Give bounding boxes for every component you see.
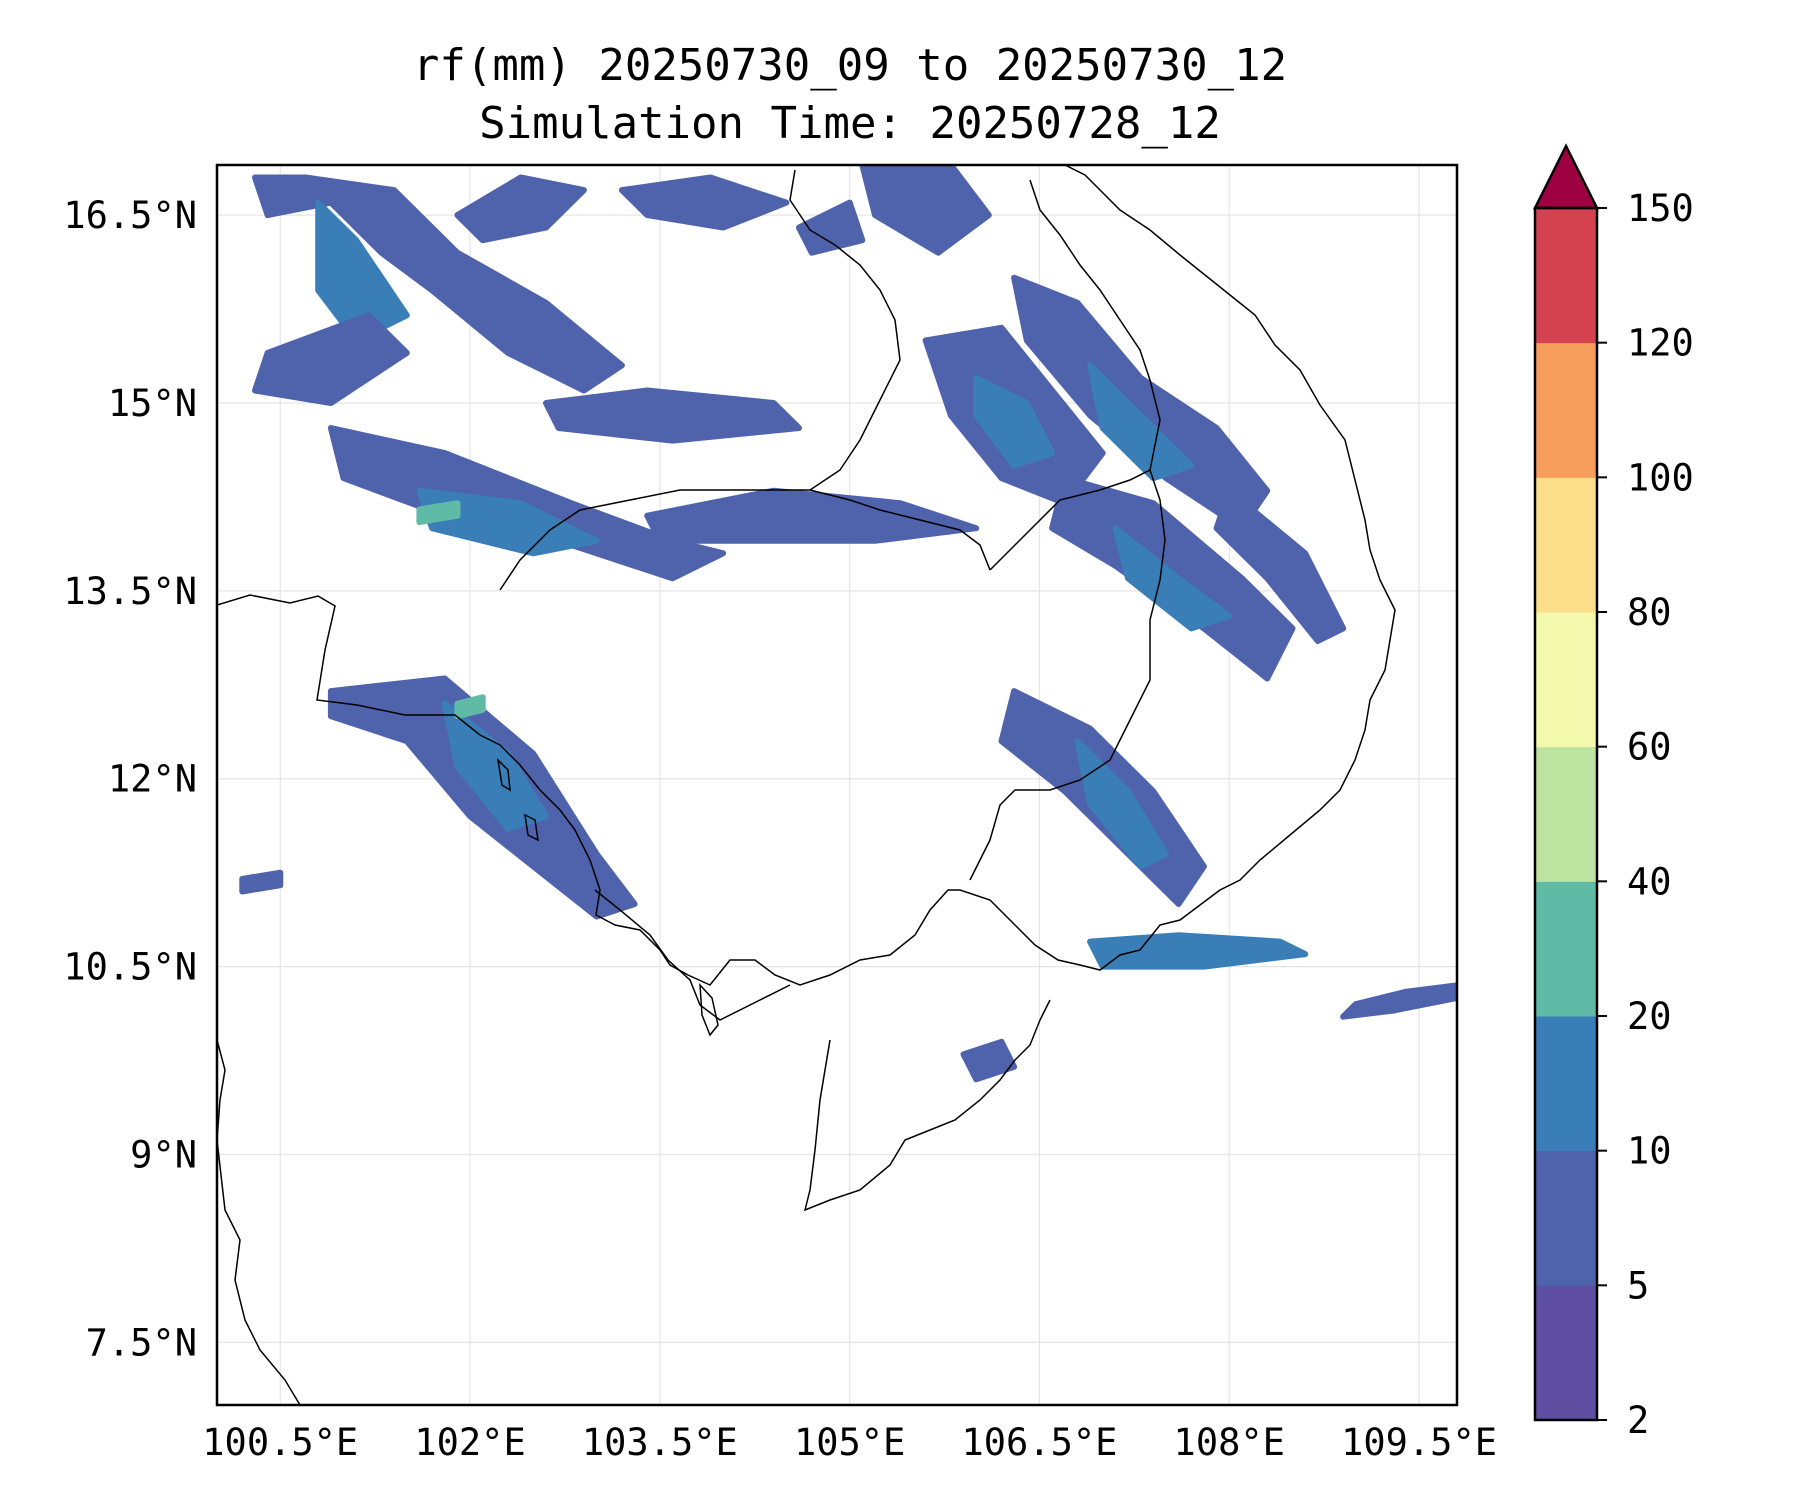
rain-region-west-band-north (252, 174, 625, 394)
colorbar-tick-label: 20 (1627, 995, 1672, 1038)
colorbar-segment (1535, 342, 1597, 478)
lat-tick-label: 13.5°N (63, 570, 197, 613)
rainfall-contours (239, 165, 1457, 1083)
rain-region-mid-streak-a (543, 387, 802, 444)
rain-region-upper-west-spot (454, 174, 587, 244)
map-frame (215, 163, 1459, 1407)
rain-region-west-mid-band (252, 312, 410, 406)
island-phu-quoc (699, 982, 719, 1037)
coastlines-borders (217, 165, 1396, 1405)
colorbar-segment (1535, 1016, 1597, 1152)
coastline-south-cambodia (594, 889, 791, 1021)
island-koh-chang (524, 813, 539, 842)
latitude-ticks: 16.5°N 15°N 13.5°N 12°N 10.5°N 9°N 7.5°N (63, 194, 197, 1364)
lat-tick-label: 10.5°N (63, 946, 197, 989)
coastline-malay-peninsula (217, 1039, 301, 1405)
colorbar-tick-label: 150 (1627, 187, 1694, 230)
colorbar-tick-label: 120 (1627, 322, 1694, 365)
colorbar-segment (1535, 1150, 1597, 1286)
map-title: rf(mm) 20250730_09 to 20250730_12 (412, 40, 1288, 91)
colorbar-tick-label: 5 (1627, 1264, 1649, 1307)
lat-tick-label: 16.5°N (63, 194, 197, 237)
rain-region-north-east-core (1087, 362, 1195, 482)
map-gridlines (217, 165, 1457, 1405)
rain-region-laos-mid-core (973, 374, 1056, 469)
colorbar-tick-label: 10 (1627, 1130, 1672, 1173)
lon-tick-label: 105°E (794, 1421, 905, 1464)
border-thailand-cambodia (499, 489, 991, 591)
colorbar-tick-label: 2 (1627, 1399, 1649, 1442)
rain-region-green-fleck-a (416, 500, 461, 525)
longitude-ticks: 100.5°E 102°E 103.5°E 105°E 106.5°E 108°E 109.… (202, 1421, 1497, 1464)
colorbar-frame (1533, 206, 1599, 1422)
colorbar-segment (1535, 612, 1597, 748)
colorbar-tick-label: 80 (1627, 591, 1672, 634)
colorbar-tick-label: 40 (1627, 860, 1672, 903)
rain-region-southwest-green-fleck (454, 694, 486, 720)
colorbar-segment (1535, 208, 1597, 344)
lat-tick-label: 12°N (108, 758, 197, 801)
lat-tick-label: 9°N (130, 1133, 197, 1176)
lon-tick-label: 108°E (1174, 1421, 1285, 1464)
colorbar-segment (1535, 746, 1597, 882)
lon-tick-label: 106.5°E (961, 1421, 1117, 1464)
rain-region-east-sea-streak (1340, 982, 1457, 1020)
border-laos-vietnam (1029, 179, 1161, 471)
rain-region-mid-streak-b (644, 487, 980, 544)
border-laos-cambodia-vietnam (789, 169, 901, 491)
rain-region-north-central-spot (796, 199, 866, 256)
colorbar-segment (1535, 477, 1597, 613)
rain-region-west-edge-spot (239, 869, 284, 895)
rain-region-cambodia-southeast-core (1074, 738, 1169, 870)
lat-tick-label: 15°N (108, 382, 197, 425)
rain-region-south-coast-streak (1087, 932, 1309, 970)
rain-region-laos-north-band (859, 165, 992, 256)
rain-region-north-central-streak (618, 174, 790, 231)
colorbar-tick-label: 60 (1627, 726, 1672, 769)
lon-tick-label: 103.5°E (582, 1421, 738, 1464)
rain-region-cambodia-east-core (1112, 525, 1233, 632)
rain-region-southwest-coast-core (441, 700, 549, 832)
colorbar-tick-label: 100 (1627, 456, 1694, 499)
colorbar-segment (1535, 881, 1597, 1017)
colorbar: 2 5 10 20 40 60 80 100 120 150 (1532, 143, 1694, 1442)
lat-tick-label: 7.5°N (86, 1321, 197, 1364)
map-subtitle: Simulation Time: 20250728_12 (479, 98, 1221, 149)
colorbar-segment (1535, 1285, 1597, 1421)
lon-tick-label: 109.5°E (1341, 1421, 1497, 1464)
coastline-mekong-delta (803, 999, 1051, 1212)
map-panel: 100.5°E 102°E 103.5°E 105°E 106.5°E 108°E 109.… (63, 163, 1497, 1464)
lon-tick-label: 102°E (414, 1421, 525, 1464)
island-koh-kong (496, 757, 511, 792)
colorbar-extend-arrow (1532, 143, 1600, 210)
border-cambodia-vietnam (969, 468, 1166, 881)
rain-region-east-coast-band (1213, 487, 1347, 644)
rain-region-mekong-delta-spot (960, 1038, 1018, 1083)
lon-tick-label: 100.5°E (202, 1421, 358, 1464)
coastline-gulf-of-thailand (217, 165, 1396, 986)
